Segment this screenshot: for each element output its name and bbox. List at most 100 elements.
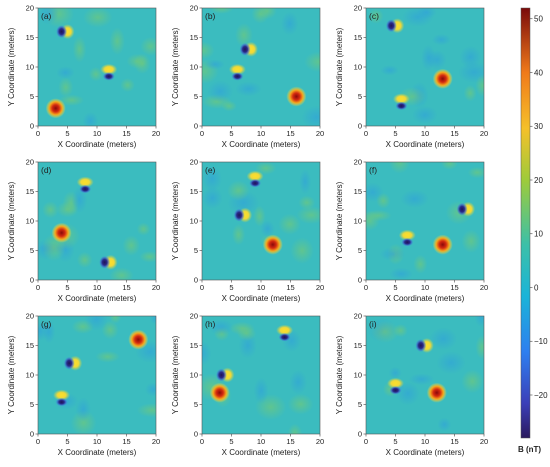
x-tick-label: 15 [286,283,294,292]
noise-blob [72,35,87,63]
y-axis-label: Y Coordinate (meters) [335,181,344,260]
dipole-positive-lobe [398,229,416,241]
dipole-positive-lobe [53,389,71,401]
noise-blob [204,59,226,70]
panel-g: (g) 0 5 10 15 20 0 5 10 15 20 X Coordinate (meters)… [7,312,160,457]
dipole-negative-lobe [215,368,227,382]
noise-blob [436,351,466,375]
x-tick-label: 10 [257,437,265,446]
y-tick-label: 10 [26,217,34,226]
noise-blob [75,397,91,422]
x-tick-label: 15 [450,437,458,446]
plot-area [38,8,156,126]
colorbar-tick-label: 30 [534,122,543,131]
noise-blob [109,267,134,280]
noise-blob [144,382,156,397]
colorbar-tick-label: 10 [534,230,543,239]
y-tick-label: 0 [30,122,34,131]
y-tick-label: 15 [26,33,34,42]
x-axis-label: X Coordinate (meters) [386,448,465,457]
y-tick-label: 20 [190,4,198,13]
panel-b: (b) 0 5 10 15 20 0 5 10 15 20 X Coordinate (meters)… [171,4,324,149]
y-tick-label: 0 [30,276,34,285]
noise-blob [109,27,125,56]
y-tick-label: 5 [30,92,34,101]
dipole-positive-lobe [76,176,94,188]
y-tick-label: 0 [194,276,198,285]
noise-blob [463,84,477,102]
colorbar-frame [520,7,531,439]
x-tick-label: 10 [421,437,429,446]
noise-blob [88,66,104,82]
x-axis-label: X Coordinate (meters) [386,140,465,149]
noise-blob [253,205,266,227]
y-tick-label: 15 [26,341,34,350]
y-tick-label: 10 [26,371,34,380]
x-tick-label: 0 [364,437,368,446]
noise-blob [389,267,414,280]
x-tick-label: 5 [229,129,233,138]
x-axis-label: X Coordinate (meters) [58,448,137,457]
panel-a: (a) 0 5 10 15 20 0 5 10 15 20 X Coordinate (meters)… [7,4,160,149]
dipole-positive-lobe [387,377,404,389]
heatmap-background [38,162,156,280]
x-axis-label: X Coordinate (meters) [222,294,301,303]
y-tick-label: 20 [26,158,34,167]
x-tick-label: 5 [65,283,69,292]
y-axis-label: Y Coordinate (meters) [7,335,16,414]
noise-blob [72,186,88,214]
y-tick-label: 15 [354,341,362,350]
noise-blob [421,44,436,71]
dipole-negative-lobe [456,202,468,216]
noise-blob [139,250,156,263]
panel-d: (d) 0 5 10 15 20 0 5 10 15 20 X Coordinate (meters)… [7,158,160,303]
noise-blob [136,222,151,236]
colorbar-label: B (nT) [518,445,541,454]
y-tick-label: 0 [358,122,362,131]
colorbar-tick-label: 0 [534,283,539,292]
noise-blob [149,316,156,325]
noise-blob [209,8,234,14]
noise-blob [260,220,275,238]
noise-blob [301,105,320,126]
dipole-negative-lobe [415,339,427,352]
monopole-anomaly [51,222,72,243]
x-axis-label: X Coordinate (meters) [222,140,301,149]
x-tick-label: 15 [122,437,130,446]
plot-area [38,316,156,434]
y-tick-label: 10 [354,371,362,380]
x-tick-label: 0 [364,129,368,138]
x-tick-label: 5 [393,129,397,138]
y-tick-label: 5 [358,92,362,101]
x-tick-label: 10 [421,283,429,292]
noise-blob [140,36,156,56]
colorbar-tick-label: −10 [534,337,548,346]
x-tick-label: 15 [122,283,130,292]
x-tick-label: 10 [93,129,101,138]
noise-blob [202,41,215,60]
noise-blob [393,323,408,338]
noise-blob [431,33,452,46]
x-tick-label: 20 [152,283,160,292]
colorbar-tick-label: −20 [534,391,548,400]
y-tick-label: 5 [194,246,198,255]
y-tick-label: 20 [354,312,362,321]
dipole-positive-lobe [228,63,246,75]
monopole-anomaly [286,86,307,107]
panel-f: (f) 0 5 10 15 20 0 5 10 15 20 X Coordinate (meters)… [335,158,488,303]
noise-blob [209,319,233,336]
panel-label: (c) [369,11,379,21]
y-tick-label: 15 [190,341,198,350]
y-tick-label: 0 [194,122,198,131]
noise-blob [227,180,250,201]
x-tick-label: 0 [364,283,368,292]
x-tick-label: 5 [65,437,69,446]
y-tick-label: 5 [194,400,198,409]
noise-blob [280,11,299,36]
plot-area [38,162,156,280]
x-tick-label: 5 [65,129,69,138]
noise-blob [82,8,113,28]
y-tick-label: 10 [190,63,198,72]
noise-blob [429,327,458,351]
x-tick-label: 10 [93,437,101,446]
